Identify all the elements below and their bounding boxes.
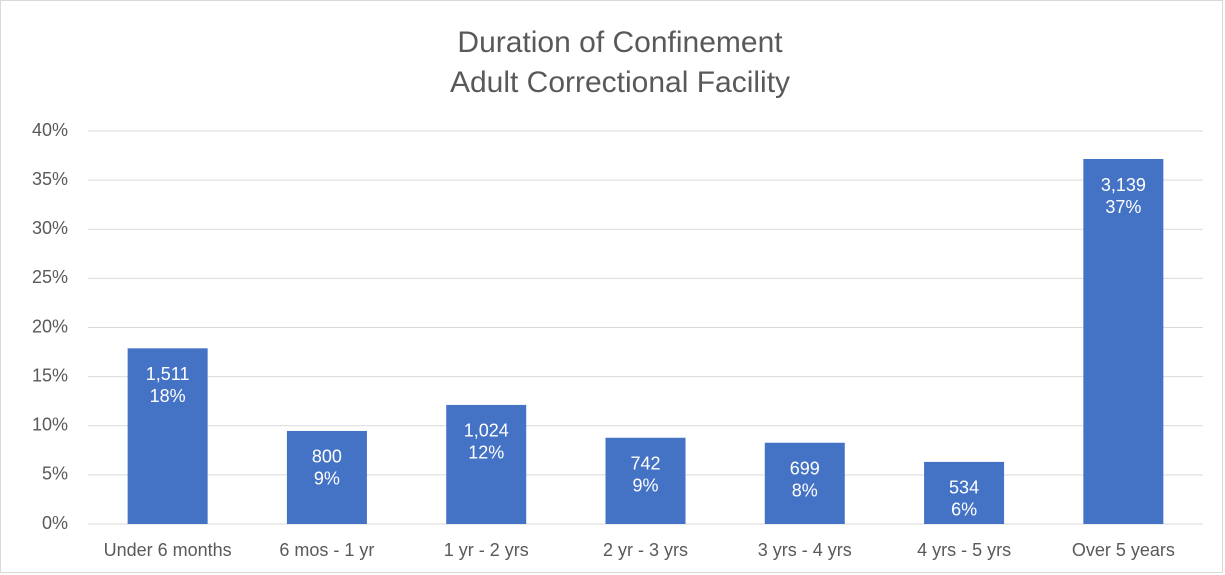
bar [764,442,845,524]
bar [924,461,1005,524]
y-tick-label: 10% [32,415,68,435]
x-tick-label: Over 5 years [1072,540,1175,560]
value-label: 18% [150,386,186,406]
y-tick-label: 20% [32,316,68,336]
bar [1083,159,1164,524]
count-label: 742 [630,453,660,473]
value-label: 37% [1105,197,1141,217]
value-label: 8% [792,480,818,500]
y-tick-label: 15% [32,365,68,385]
x-tick-label: 3 yrs - 4 yrs [758,540,852,560]
y-tick-label: 40% [32,120,68,140]
y-tick-label: 35% [32,169,68,189]
bar [286,430,367,524]
value-label: 6% [951,500,977,520]
x-tick-label: Under 6 months [104,540,232,560]
chart-title: Duration of Confinement [457,26,783,59]
x-tick-label: 1 yr - 2 yrs [444,540,529,560]
chart-subtitle: Adult Correctional Facility [450,66,790,99]
value-label: 9% [314,469,340,489]
bar [127,348,208,524]
y-tick-label: 25% [32,267,68,287]
bar [446,404,527,524]
value-label: 9% [632,475,658,495]
y-tick-label: 30% [32,218,68,238]
count-label: 1,511 [146,364,190,384]
x-tick-label: 4 yrs - 5 yrs [917,540,1011,560]
count-label: 699 [790,458,820,478]
y-tick-label: 0% [42,513,68,533]
x-tick-label: 6 mos - 1 yr [279,540,374,560]
y-tick-label: 5% [42,464,68,484]
count-label: 3,139 [1101,175,1146,195]
bar [605,437,686,524]
value-label: 12% [468,443,504,463]
x-tick-label: 2 yr - 3 yrs [603,540,688,560]
count-label: 534 [949,478,979,498]
count-label: 1,024 [464,421,509,441]
count-label: 800 [312,447,342,467]
